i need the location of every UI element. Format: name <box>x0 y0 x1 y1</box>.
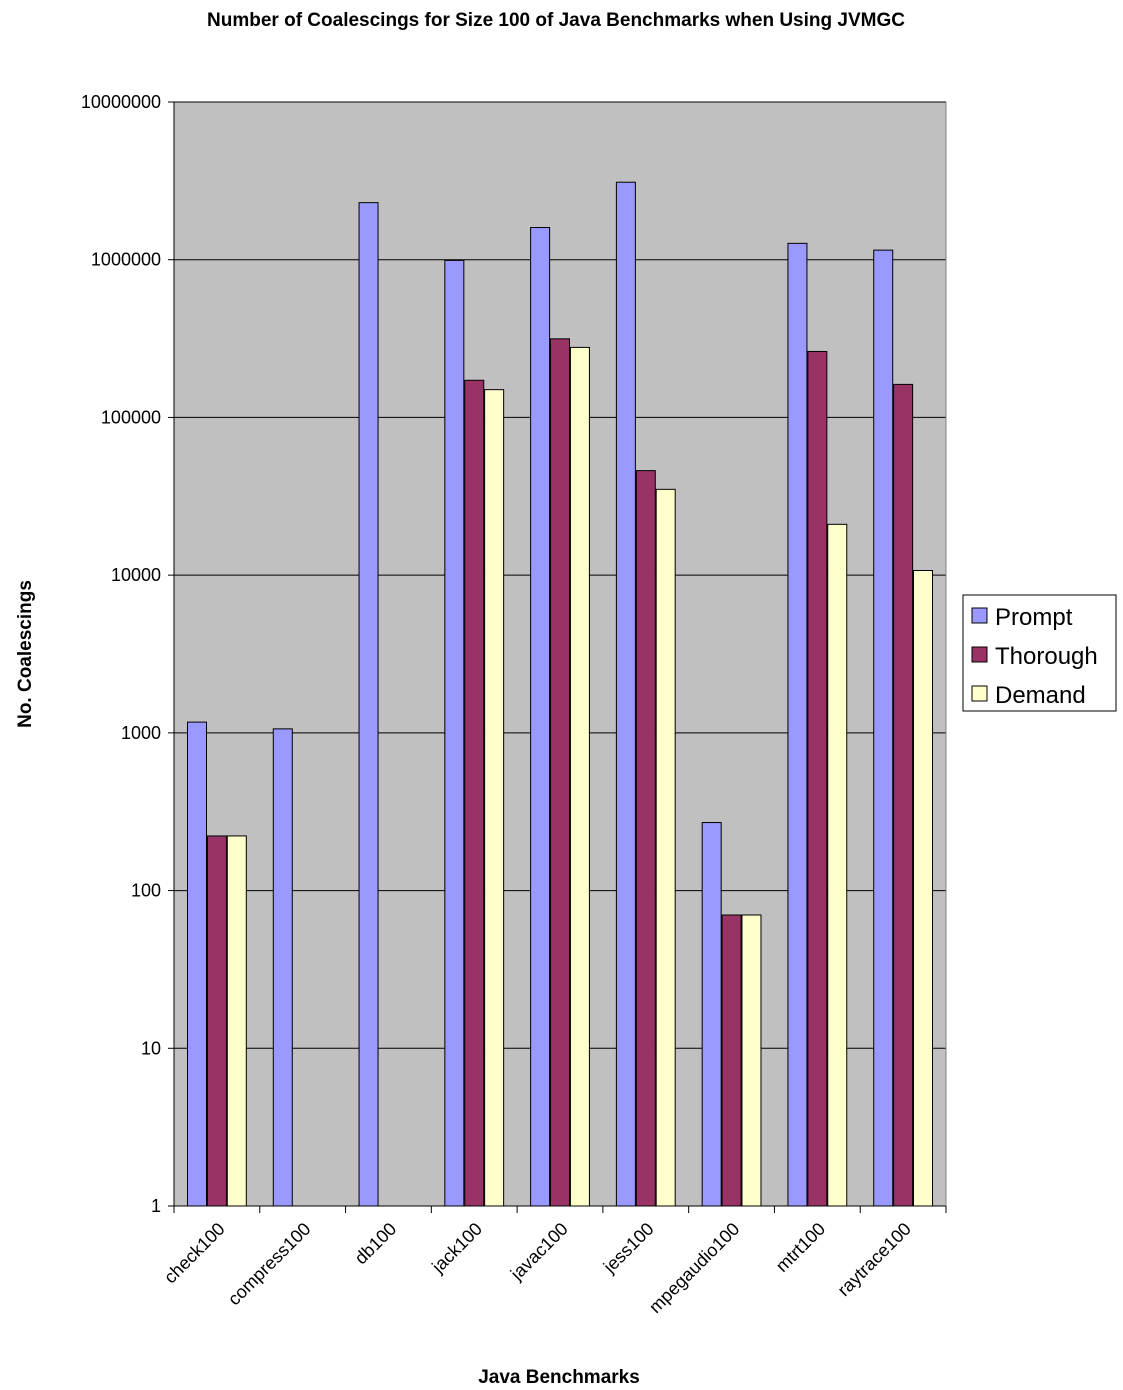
bar-demand-mpegaudio100 <box>741 914 762 1207</box>
legend-label-demand: Demand <box>995 682 1086 709</box>
bar-thorough-mpegaudio100 <box>721 914 742 1207</box>
y-tick-labels: 1 10 100 1000 10000 100000 1000000 10000000 <box>81 92 161 1216</box>
y-tick-label: 10000 <box>111 565 161 585</box>
x-axis-title: Java Benchmarks <box>478 1367 640 1388</box>
bar-prompt-compress100 <box>272 728 293 1207</box>
x-tick-label: check100 <box>160 1219 229 1288</box>
bar-prompt-javac100 <box>530 227 551 1207</box>
y-tick-label: 10 <box>141 1038 161 1058</box>
x-tick-label: mpegaudio100 <box>645 1219 743 1317</box>
bar-prompt-jess100 <box>615 181 636 1207</box>
y-tick-label: 100000 <box>101 407 161 427</box>
bar-demand-javac100 <box>569 346 590 1207</box>
x-tick-label: db100 <box>351 1219 401 1269</box>
bar-demand-mtrt100 <box>827 523 848 1207</box>
y-tick-label: 1000 <box>121 723 161 743</box>
bar-thorough-mtrt100 <box>807 350 828 1207</box>
axes <box>168 101 947 1213</box>
legend: Prompt Thorough Demand <box>962 594 1117 712</box>
legend-swatch-thorough <box>971 646 988 663</box>
x-tick-label: compress100 <box>224 1219 315 1310</box>
bar-thorough-raytrace100 <box>893 383 914 1207</box>
bar-prompt-jack100 <box>444 259 465 1207</box>
bar-prompt-mpegaudio100 <box>701 822 722 1207</box>
x-tick-label: jack100 <box>427 1219 486 1278</box>
bar-prompt-mtrt100 <box>787 242 808 1207</box>
legend-label-thorough: Thorough <box>995 643 1098 670</box>
bar-demand-raytrace100 <box>913 570 934 1207</box>
bars <box>187 181 934 1207</box>
bar-prompt-raytrace100 <box>873 249 894 1207</box>
bar-thorough-jess100 <box>635 470 656 1207</box>
legend-box <box>962 594 1117 712</box>
x-tick-label: raytrace100 <box>834 1219 915 1300</box>
x-tick-label: mtrt100 <box>772 1219 829 1276</box>
bar-thorough-jack100 <box>464 379 485 1207</box>
y-tick-label: 1000000 <box>91 250 161 270</box>
bar-demand-jess100 <box>655 488 676 1207</box>
x-tick-label: javac100 <box>506 1219 572 1285</box>
bar-prompt-check100 <box>187 721 207 1207</box>
y-tick-label: 10000000 <box>81 92 161 112</box>
bar-thorough-check100 <box>206 835 227 1207</box>
y-tick-label: 100 <box>131 881 161 901</box>
x-tick-label: jess100 <box>599 1219 658 1278</box>
bar-prompt-db100 <box>358 202 379 1207</box>
legend-label-prompt: Prompt <box>995 604 1073 631</box>
bar-thorough-javac100 <box>550 338 571 1207</box>
y-tick-label: 1 <box>151 1196 161 1216</box>
bar-demand-jack100 <box>484 389 505 1207</box>
y-axis-title: No. Coalescings <box>15 580 36 728</box>
legend-swatch-demand <box>971 685 988 702</box>
chart-title: Number of Coalescings for Size 100 of Ja… <box>207 10 905 31</box>
legend-swatch-prompt <box>971 607 988 624</box>
bar-demand-check100 <box>226 835 247 1207</box>
